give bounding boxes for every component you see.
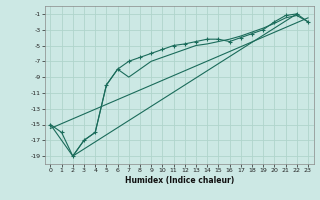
X-axis label: Humidex (Indice chaleur): Humidex (Indice chaleur) (124, 176, 234, 185)
